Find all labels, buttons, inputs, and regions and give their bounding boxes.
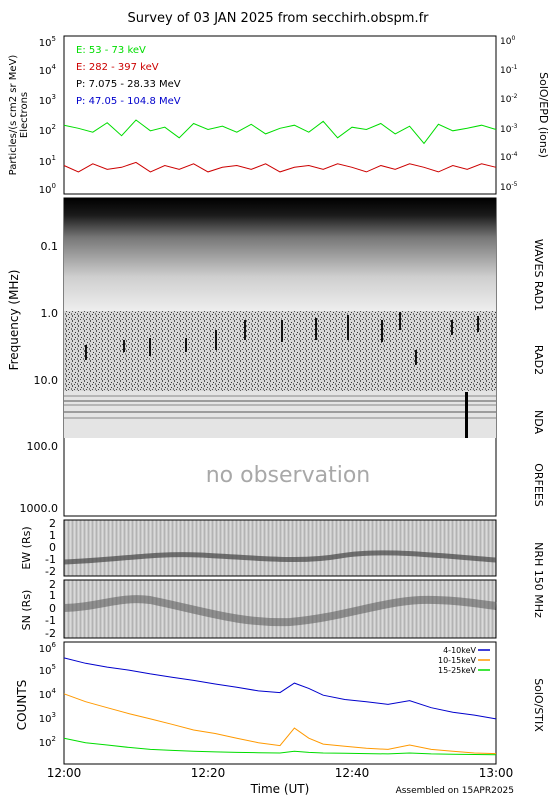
particles-ytick-3: 103 <box>39 93 56 107</box>
nda-spectrogram <box>64 391 496 438</box>
nda-spike <box>465 392 468 438</box>
rad2-bursts <box>85 312 479 365</box>
nrh-sn-trace <box>63 595 497 627</box>
stix-legend-2: 10-15keV <box>438 656 477 665</box>
nrh-sn-panel: 2 1 0 -1 -2 SN (Rs) NRH 150 MHz <box>20 542 545 640</box>
sn-tick-0: 0 <box>49 602 56 615</box>
particles-ylabel: Particles/(s cm2 sr MeV) <box>8 55 19 176</box>
ew-ylabel: EW (Rs) <box>20 526 33 569</box>
series-line-0 <box>63 657 497 720</box>
particles-ytick-0: 100 <box>39 182 56 196</box>
particles-rtick-3: 10-3 <box>500 123 518 135</box>
stix-ytick-2: 102 <box>39 735 56 749</box>
sn-tick-1: 1 <box>49 589 56 602</box>
stix-ytick-4: 104 <box>39 687 57 701</box>
particles-legend-2: E: 282 - 397 keV <box>76 62 159 73</box>
x-axis-label: Time (UT) <box>250 782 310 796</box>
xtick-1300: 13:00 <box>479 766 514 780</box>
ew-tick-1: 1 <box>49 529 56 542</box>
particles-ylabel-sub: Electrons <box>19 92 30 138</box>
instrument-nda: NDA <box>532 410 545 435</box>
particles-ytick-5: 105 <box>39 35 56 49</box>
series-line-0 <box>63 119 497 145</box>
particles-rtick-1: 10-1 <box>500 64 518 76</box>
particles-frame <box>63 35 497 195</box>
particles-legend-1: E: 53 - 73 keV <box>76 45 146 56</box>
sn-tick-2: 2 <box>49 578 56 591</box>
particles-rtick-5: 10-5 <box>500 181 518 193</box>
no-observation-text: no observation <box>206 463 371 488</box>
particles-rtick-4: 10-4 <box>500 151 518 163</box>
ew-tick-0: 0 <box>49 541 56 554</box>
xtick-1240: 12:40 <box>335 766 370 780</box>
freq-tick-1000.0: 1000.0 <box>20 502 59 515</box>
particles-ylabel-right: SolO/EPD (ions) <box>537 72 550 158</box>
stix-legend-1: 4-10keV <box>443 646 476 655</box>
freq-tick-0.1: 0.1 <box>41 240 59 253</box>
freq-tick-10.0: 10.0 <box>34 374 59 387</box>
sn-tick-m1: -1 <box>45 614 56 627</box>
assembled-footer: Assembled on 15APR2025 <box>396 786 514 796</box>
figure-title: Survey of 03 JAN 2025 from secchirh.obsp… <box>128 11 430 26</box>
nrh-ew-image <box>63 519 497 577</box>
particles-series <box>63 119 497 173</box>
instrument-waves-rad1: WAVES RAD1 <box>532 239 545 311</box>
instrument-orfees: ORFEES <box>532 463 545 507</box>
nrh-ew-panel: 2 1 0 -1 -2 EW (Rs) <box>20 517 497 578</box>
particles-ytick-4: 104 <box>39 63 57 77</box>
particles-ytick-1: 101 <box>39 154 56 168</box>
particles-rtick-2: 10-2 <box>500 93 518 105</box>
series-line-2 <box>63 737 497 756</box>
stix-ylabel-right: SolO/STIX <box>532 678 545 732</box>
xtick-1200: 12:00 <box>47 766 82 780</box>
stix-legend-3: 15-25keV <box>438 666 477 675</box>
ew-tick-m1: -1 <box>45 553 56 566</box>
sn-ylabel: SN (Rs) <box>20 590 33 631</box>
ew-tick-2: 2 <box>49 517 56 530</box>
stix-panel: 4-10keV 10-15keV 15-25keV 102 103 104 10… <box>15 641 545 765</box>
sn-tick-m2: -2 <box>45 627 56 640</box>
instrument-rad2: RAD2 <box>532 345 545 375</box>
particles-legend-4: P: 47.05 - 104.8 MeV <box>76 96 181 107</box>
stix-frame <box>63 641 497 765</box>
particles-ytick-2: 102 <box>39 123 56 137</box>
spectrogram-panel: no observation 0.1 1.0 10.0 100.0 1000.0… <box>7 197 545 517</box>
stix-ytick-3: 103 <box>39 711 56 725</box>
freq-tick-1.0: 1.0 <box>41 307 59 320</box>
freq-tick-100.0: 100.0 <box>27 440 59 453</box>
series-line-1 <box>63 161 497 173</box>
rad1-spectrogram <box>64 198 496 311</box>
rad2-spectrogram <box>64 311 496 391</box>
particles-legend-3: P: 7.075 - 28.33 MeV <box>76 79 181 90</box>
stix-ylabel: COUNTS <box>15 680 29 731</box>
particles-rtick-0: 100 <box>500 35 515 47</box>
xtick-1220: 12:20 <box>191 766 226 780</box>
particles-panel: E: 53 - 73 keV E: 282 - 397 keV P: 7.075… <box>8 35 550 196</box>
stix-ytick-5: 105 <box>39 663 56 677</box>
nda-lines <box>64 392 496 438</box>
nrh-sn-image <box>63 579 497 639</box>
series-line-1 <box>63 693 497 755</box>
stix-series <box>63 657 497 756</box>
ew-tick-m2: -2 <box>45 565 56 578</box>
nrh-ew-trace <box>63 550 497 565</box>
stix-ytick-6: 106 <box>39 641 57 655</box>
instrument-nrh: NRH 150 MHz <box>532 542 545 618</box>
spectrogram-ylabel: Frequency (MHz) <box>7 270 21 371</box>
